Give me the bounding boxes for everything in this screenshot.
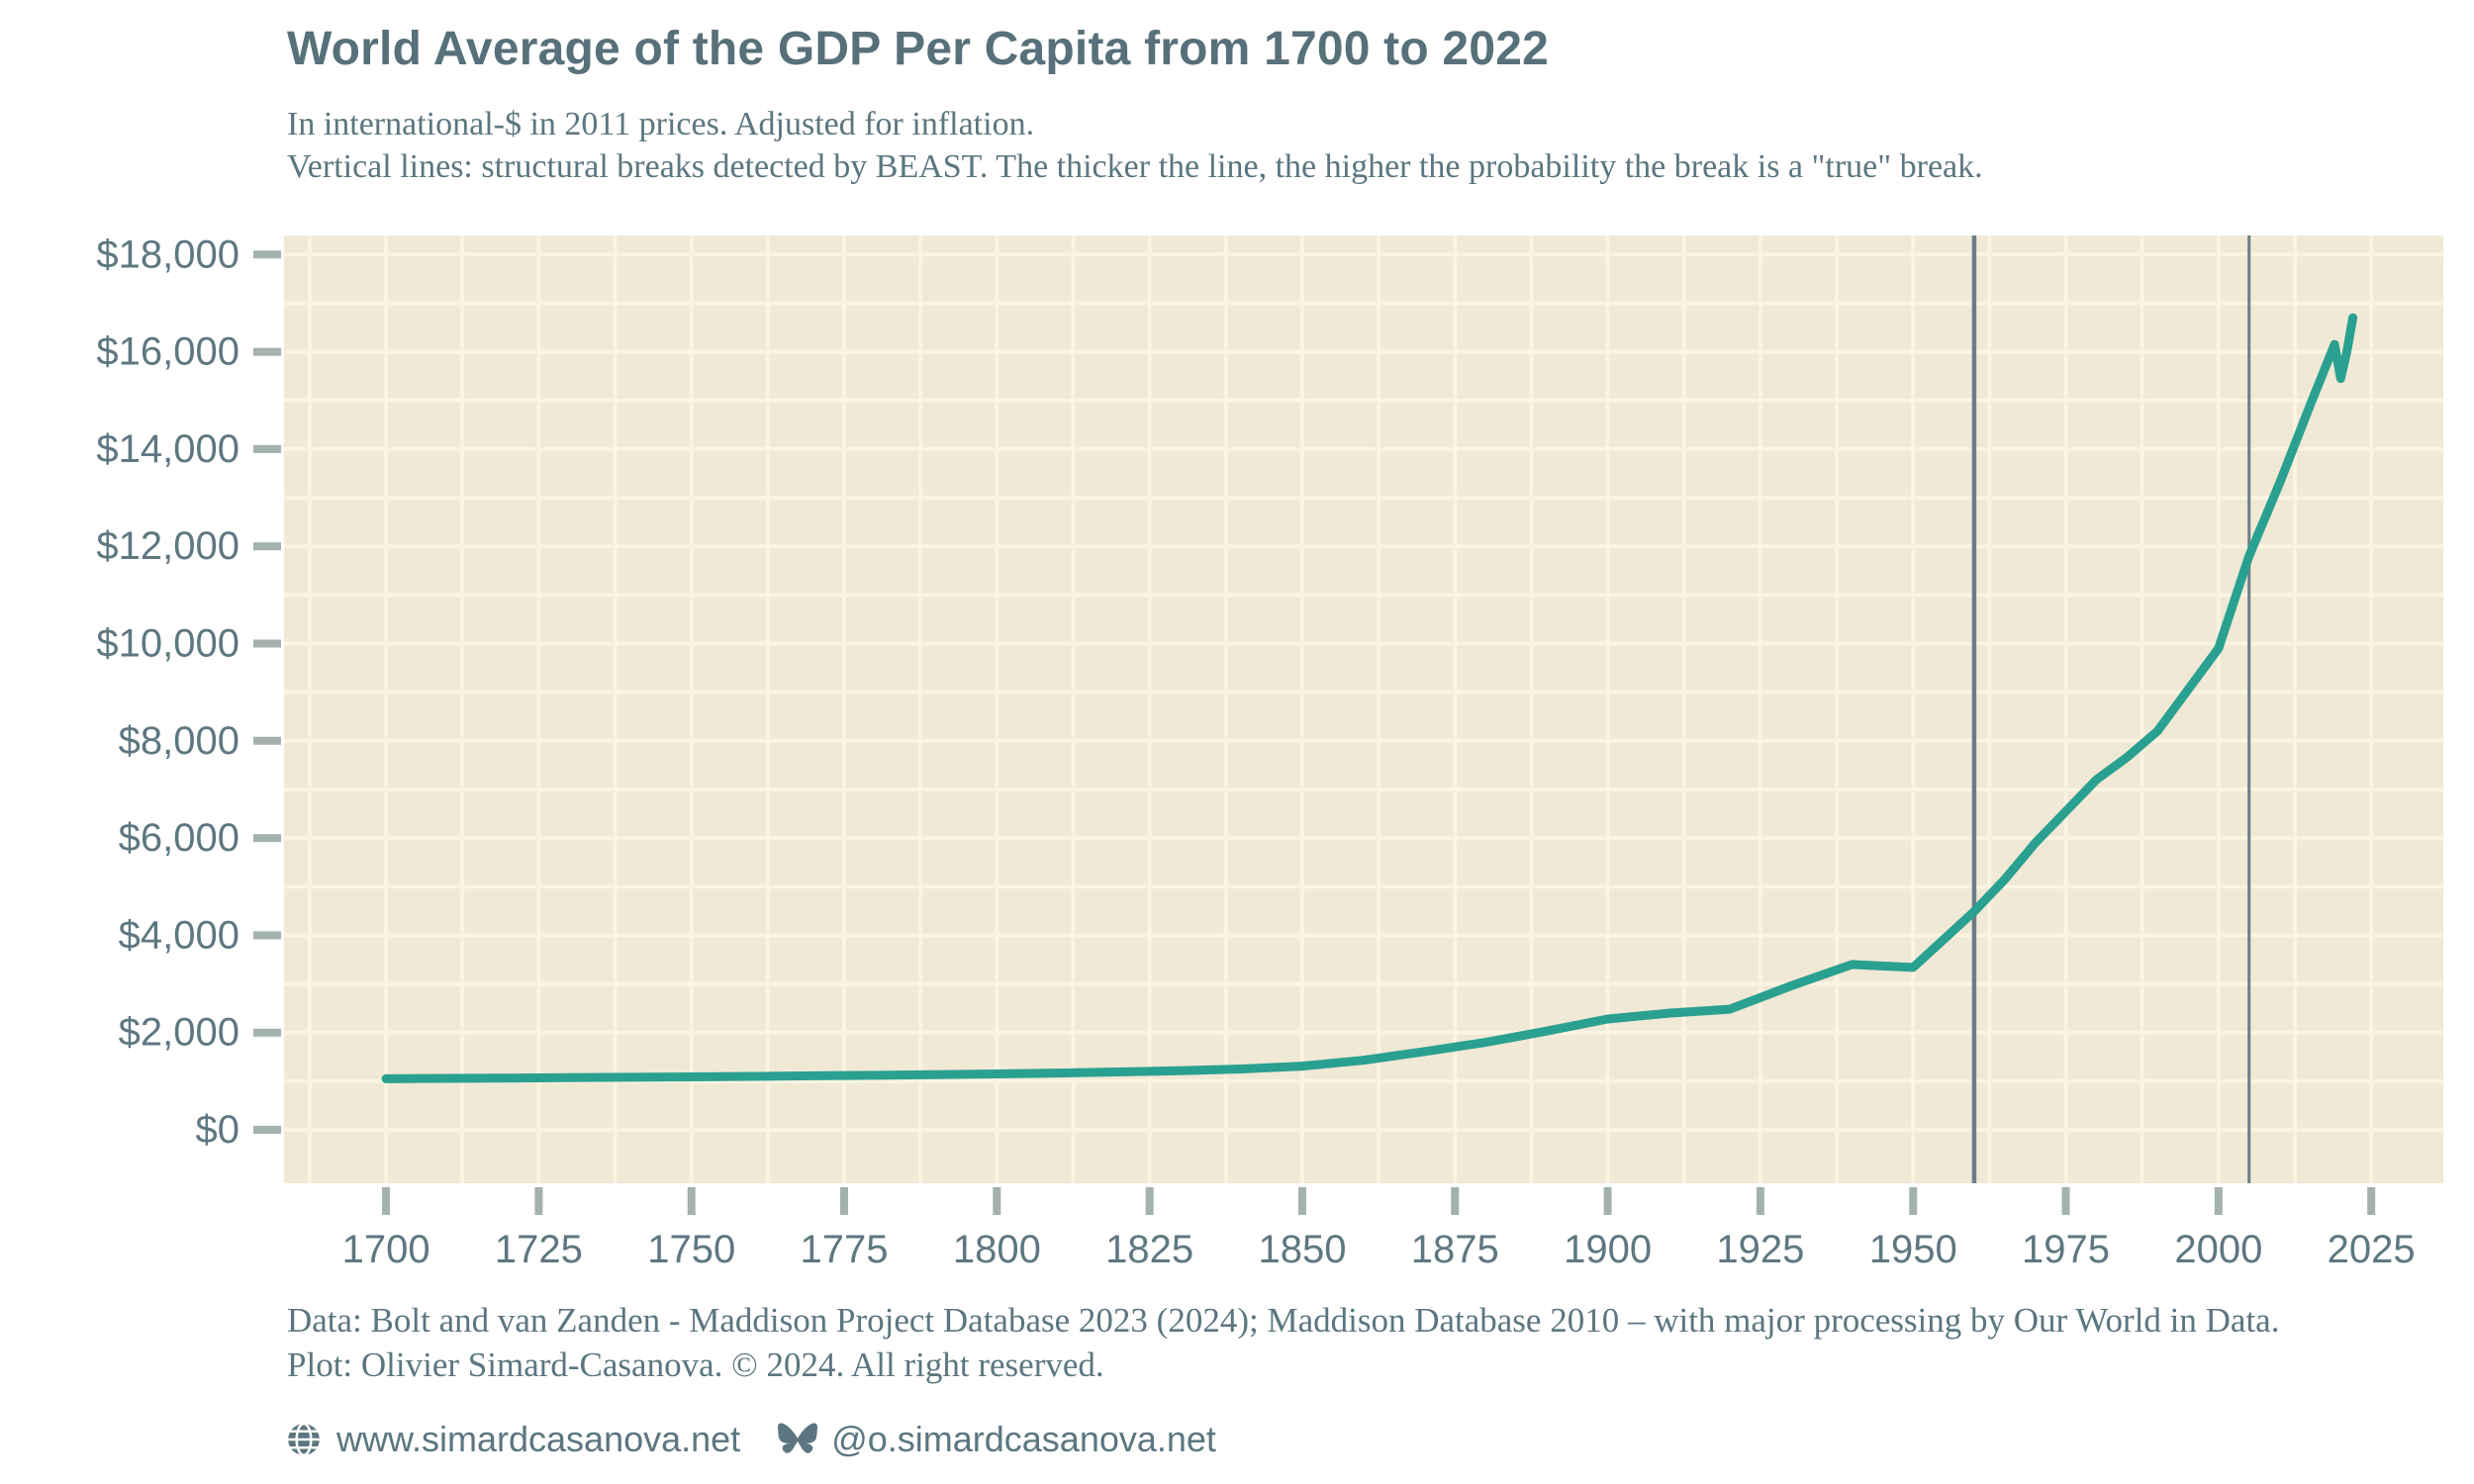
y-tick-label: $12,000 — [96, 524, 239, 568]
x-tick-label: 1900 — [1564, 1228, 1652, 1271]
y-tick-label: $18,000 — [96, 232, 239, 276]
plot-area — [284, 235, 2443, 1183]
x-tick-label: 1950 — [1869, 1228, 1957, 1271]
bluesky-handle: @o.simardcasanova.net — [831, 1419, 1216, 1459]
chart-subtitle: In international-$ in 2011 prices. Adjus… — [287, 103, 1983, 188]
subtitle-line-breaks-note: Vertical lines: structural breaks detect… — [287, 148, 1983, 185]
y-tick-label: $8,000 — [119, 719, 239, 763]
x-tick-label: 1850 — [1258, 1228, 1346, 1271]
data-source-line: Data: Bolt and van Zanden - Maddison Pro… — [287, 1301, 2280, 1340]
x-tick-label: 1750 — [647, 1228, 735, 1271]
bluesky-group: @o.simardcasanova.net — [778, 1419, 1216, 1460]
butterfly-icon — [778, 1422, 818, 1457]
website-group: www.simardcasanova.net — [285, 1419, 740, 1460]
website-url: www.simardcasanova.net — [336, 1419, 741, 1459]
globe-icon — [285, 1421, 323, 1458]
subtitle-line-units: In international-$ in 2011 prices. Adjus… — [287, 106, 1035, 142]
x-tick-label: 2000 — [2174, 1228, 2262, 1271]
x-tick-label: 1825 — [1105, 1228, 1193, 1271]
chart-footer: Data: Bolt and van Zanden - Maddison Pro… — [287, 1298, 2279, 1387]
y-tick-label: $0 — [196, 1108, 240, 1152]
x-tick-label: 1875 — [1411, 1228, 1499, 1271]
plot-credit-line: Plot: Olivier Simard-Casanova. © 2024. A… — [287, 1345, 1104, 1384]
gdp-line — [381, 313, 2358, 1083]
x-tick-label: 1700 — [342, 1228, 430, 1271]
author-links-row: www.simardcasanova.net @o.simardcasanova… — [285, 1415, 1216, 1464]
x-tick-label: 1800 — [953, 1228, 1041, 1271]
y-tick-label: $6,000 — [119, 816, 239, 860]
y-tick-label: $2,000 — [119, 1011, 239, 1055]
x-tick-label: 2025 — [2328, 1228, 2416, 1271]
y-tick-label: $10,000 — [96, 621, 239, 665]
y-tick-label: $4,000 — [119, 913, 239, 957]
x-tick-label: 1925 — [1716, 1228, 1804, 1271]
y-tick-label: $16,000 — [96, 330, 239, 374]
x-tick-label: 1775 — [801, 1228, 889, 1271]
x-tick-label: 1725 — [495, 1228, 583, 1271]
chart-title: World Average of the GDP Per Capita from… — [287, 23, 1550, 75]
y-tick-label: $14,000 — [96, 427, 239, 471]
x-tick-label: 1975 — [2022, 1228, 2110, 1271]
